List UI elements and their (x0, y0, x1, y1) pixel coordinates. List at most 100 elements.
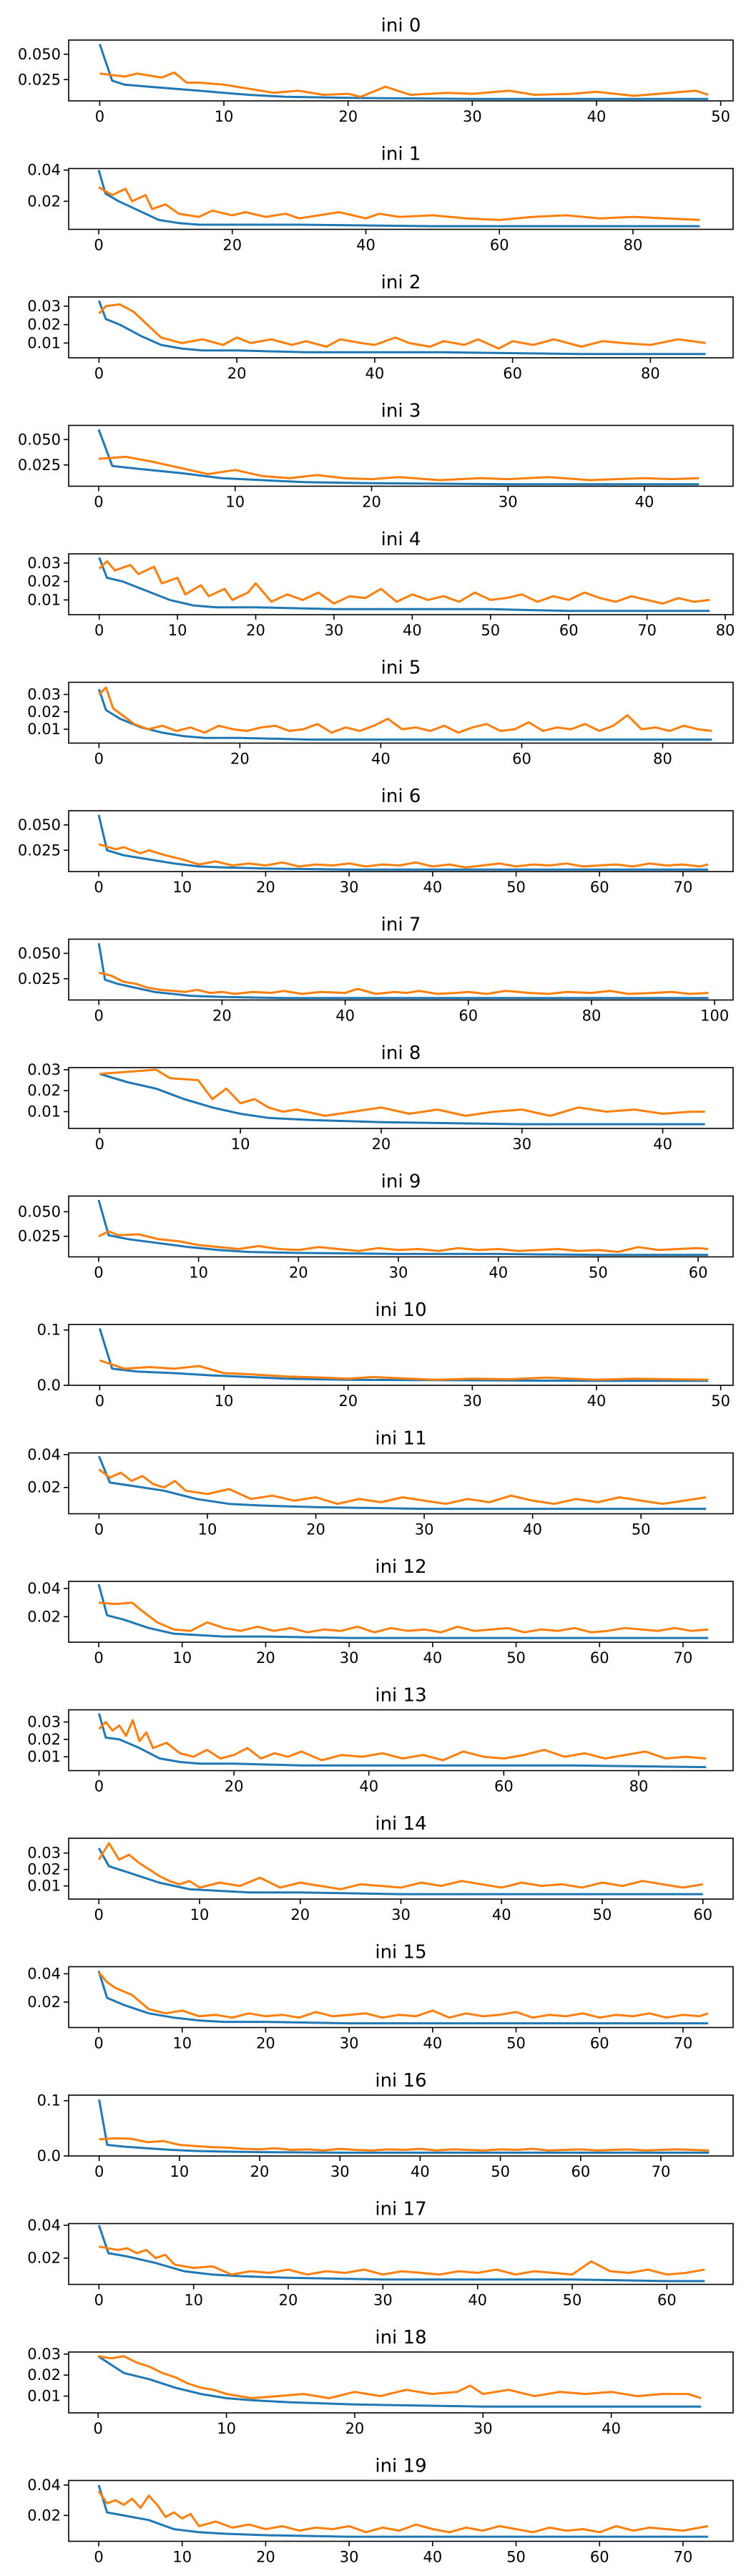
subplot-title: ini 11 (375, 1428, 426, 1450)
x-tick-label: 40 (335, 1008, 355, 1025)
y-tick-label: 0.025 (18, 71, 61, 88)
x-tick-label: 10 (168, 622, 187, 639)
x-tick-label: 50 (491, 2163, 510, 2180)
y-tick-label: 0.01 (27, 2388, 61, 2405)
x-tick-label: 40 (635, 494, 654, 511)
series-line-orange (99, 1068, 705, 1117)
axes-frame (68, 2479, 734, 2542)
x-tick-label: 50 (506, 1649, 526, 1667)
subplot-ini-19: ini 19 0 10 20 30 40 50 60 70 0.02 0.04 (27, 2456, 734, 2566)
x-tick-label: 30 (473, 2420, 493, 2437)
y-tick-label: 0.02 (27, 192, 61, 210)
y-tick-label: 0.050 (18, 431, 61, 448)
x-tick-label: 20 (256, 2549, 275, 2566)
subplot-ini-12: ini 12 0 10 20 30 40 50 60 70 0.02 0.04 (27, 1556, 734, 1667)
subplot-title: ini 6 (381, 786, 421, 807)
series-line-orange (99, 2245, 705, 2276)
x-tick-label: 60 (590, 1649, 609, 1667)
y-tick-label: 0.02 (27, 1731, 61, 1748)
x-tick-label: 40 (492, 1906, 511, 1923)
x-tick-label: 30 (463, 108, 482, 125)
x-tick-label: 100 (700, 1008, 729, 1025)
x-tick-label: 30 (463, 1392, 482, 1410)
y-tick-label: 0.02 (27, 2366, 61, 2384)
x-tick-label: 40 (489, 1264, 508, 1282)
x-tick-label: 80 (629, 1778, 649, 1795)
x-tick-label: 50 (506, 2035, 526, 2052)
y-tick-label: 0.02 (27, 1082, 61, 1099)
y-tick-label: 0.050 (18, 945, 61, 962)
series-line-blue (99, 1073, 705, 1126)
subplot-title: ini 12 (375, 1556, 426, 1578)
x-tick-label: 30 (340, 2549, 359, 2566)
axes-frame (68, 1581, 734, 1643)
series-line-orange (99, 2137, 710, 2152)
x-tick-label: 10 (225, 494, 245, 511)
y-tick-label: 0.02 (27, 1861, 61, 1878)
x-tick-label: 70 (652, 2163, 671, 2180)
x-tick-label: 80 (716, 622, 735, 639)
y-tick-label: 0.025 (18, 1228, 61, 1245)
series-line-orange (99, 71, 709, 98)
y-tick-label: 0.01 (27, 591, 61, 608)
series-line-blue (97, 2225, 705, 2283)
x-tick-label: 30 (389, 1264, 408, 1282)
y-tick-label: 0.03 (27, 1714, 61, 1731)
x-tick-label: 10 (172, 1649, 192, 1667)
x-tick-label: 50 (593, 1906, 612, 1923)
x-tick-label: 40 (423, 879, 442, 896)
x-tick-label: 50 (632, 1521, 651, 1538)
y-tick-label: 0.02 (27, 2507, 61, 2524)
y-tick-label: 0.025 (18, 457, 61, 474)
axes-frame (68, 1452, 734, 1515)
subplot-title: ini 14 (375, 1813, 426, 1835)
series-line-blue (98, 1455, 707, 1511)
series-line-orange (98, 1601, 709, 1634)
x-tick-label: 40 (587, 1392, 607, 1410)
subplot-ini-13: ini 13 0 20 40 60 80 0.010.020.03 (27, 1685, 734, 1795)
x-tick-label: 40 (523, 1521, 542, 1538)
x-tick-label: 0 (94, 2549, 103, 2566)
x-tick-label: 0 (94, 1906, 104, 1923)
x-tick-label: 80 (641, 365, 660, 382)
y-tick-label: 0.02 (27, 2250, 61, 2267)
y-tick-label: 0.03 (27, 1061, 61, 1078)
x-tick-label: 30 (340, 1649, 359, 1667)
x-tick-label: 60 (693, 1906, 712, 1923)
x-tick-label: 60 (657, 2292, 677, 2309)
subplot-ini-0: ini 0 0 10 20 30 40 50 0.025 0.050 (18, 15, 734, 125)
subplot-title: ini 18 (375, 2327, 426, 2348)
y-tick-label: 0.02 (27, 316, 61, 333)
x-tick-label: 20 (372, 1136, 391, 1153)
x-tick-label: 0 (94, 751, 104, 768)
x-tick-label: 20 (212, 1008, 232, 1025)
x-tick-label: 60 (458, 1008, 478, 1025)
x-tick-label: 60 (559, 622, 579, 639)
subplot-ini-9: ini 9 0 10 20 30 40 50 60 0.025 0.050 (18, 1171, 734, 1282)
y-tick-label: 0.1 (37, 2092, 61, 2109)
y-tick-label: 0.01 (27, 1103, 61, 1121)
x-tick-label: 40 (468, 2292, 487, 2309)
x-tick-label: 10 (190, 1906, 210, 1923)
subplot-ini-17: ini 17 0 10 20 30 40 50 60 0.02 0.04 (27, 2199, 734, 2309)
series-line-blue (97, 1199, 709, 1257)
x-tick-label: 50 (711, 1392, 730, 1410)
x-tick-label: 0 (94, 2163, 104, 2180)
x-tick-label: 0 (94, 2035, 103, 2052)
x-tick-label: 40 (423, 2549, 442, 2566)
x-tick-label: 60 (689, 1264, 708, 1282)
series-line-blue (97, 942, 709, 1000)
y-tick-label: 0.01 (27, 721, 61, 738)
x-tick-label: 30 (340, 2035, 359, 2052)
series-line-blue (97, 814, 708, 871)
subplot-ini-18: ini 18 0 10 20 30 40 0.01 0.02 0.03 (27, 2327, 734, 2437)
series-line-orange (98, 455, 700, 482)
subplot-title: ini 10 (375, 1299, 426, 1321)
axes-frame (68, 681, 734, 744)
series-line-blue (97, 1848, 703, 1896)
x-tick-label: 0 (94, 1008, 104, 1025)
series-line-orange (97, 2490, 709, 2534)
x-tick-label: 40 (411, 2163, 430, 2180)
series-line-orange (97, 1842, 704, 1890)
